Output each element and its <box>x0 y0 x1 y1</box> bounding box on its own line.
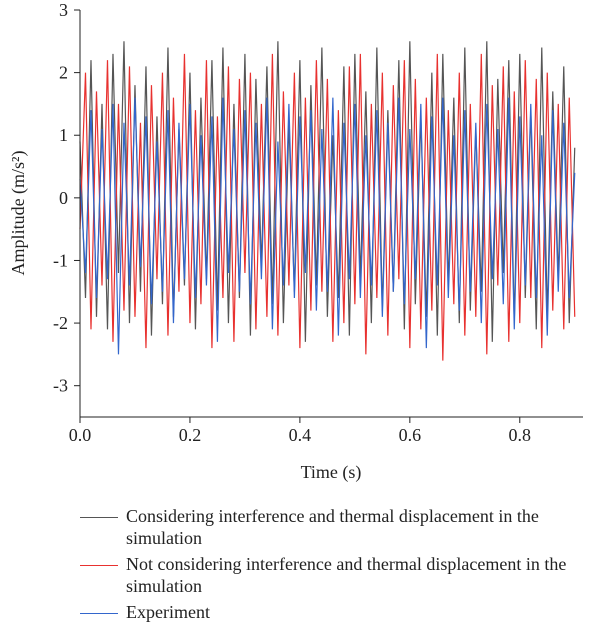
legend-swatch <box>80 613 118 614</box>
legend-item: Experiment <box>80 601 595 623</box>
legend-label: Not considering interference and thermal… <box>126 554 567 596</box>
y-axis-label: Amplitude (m/s²) <box>8 151 29 276</box>
y-tick-label: 2 <box>59 63 68 83</box>
legend-swatch <box>80 565 118 566</box>
x-tick-label: 0.6 <box>399 425 422 445</box>
x-axis-label: Time (s) <box>301 462 362 483</box>
legend-item: Not considering interference and thermal… <box>80 553 595 597</box>
chart: Time (s) Amplitude (m/s²) -3 -2 -1 0 1 2 3 0.0 0… <box>8 0 583 483</box>
legend-swatch <box>80 517 118 518</box>
legend-item: Considering interference and thermal dis… <box>80 505 595 549</box>
series-line <box>79 53 576 361</box>
y-tick-label: -1 <box>53 250 68 270</box>
y-tick-label: 1 <box>59 125 68 145</box>
x-tick-label: 0.2 <box>179 425 202 445</box>
y-tick-label: -2 <box>53 313 68 333</box>
x-tick-label: 0.4 <box>289 425 312 445</box>
legend-label: Experiment <box>126 602 210 622</box>
y-tick-label: 0 <box>59 188 68 208</box>
series-line <box>79 97 576 355</box>
x-tick-label: 0.8 <box>509 425 532 445</box>
y-tick-label: 3 <box>59 0 68 20</box>
legend: Considering interference and thermal dis… <box>80 505 595 627</box>
x-tick-label: 0.0 <box>69 425 92 445</box>
legend-label: Considering interference and thermal dis… <box>126 506 539 548</box>
y-tick-label: -3 <box>53 376 68 396</box>
series-line <box>79 41 576 342</box>
